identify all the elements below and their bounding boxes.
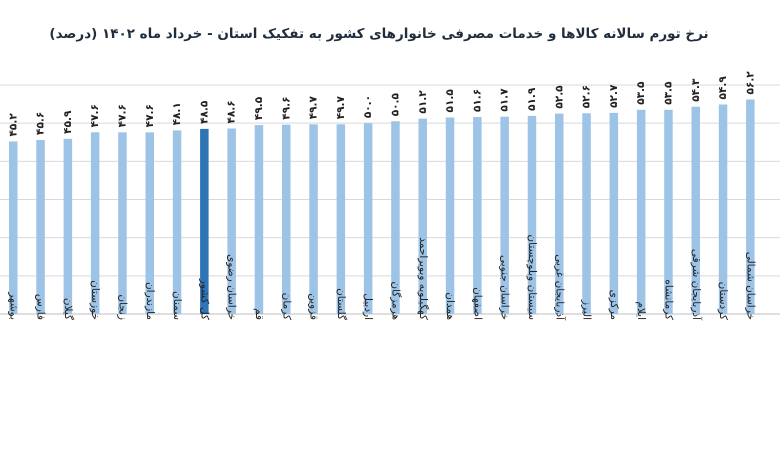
- bar: [227, 128, 236, 314]
- category-label: کهگیلویه وبویراحمد: [417, 237, 430, 320]
- bar: [172, 130, 182, 314]
- bar: [63, 138, 73, 314]
- data-label: ۵۰.۵: [389, 92, 401, 116]
- bar: [90, 132, 100, 314]
- bar: [118, 132, 127, 314]
- bar: [582, 113, 591, 314]
- bar: [746, 99, 755, 315]
- data-label: ۵۱.۷: [499, 88, 511, 112]
- data-label: ۵۴.۹: [717, 76, 729, 100]
- bar: [391, 121, 400, 314]
- data-label: ۵۱.۹: [526, 87, 538, 111]
- category-label: ایلام: [635, 301, 647, 320]
- data-label: ۴۷.۶: [89, 104, 101, 127]
- category-label: خوزستان: [89, 280, 101, 320]
- bar: [664, 109, 673, 314]
- category-label: خراسان شمالی: [744, 252, 756, 320]
- category-label: قزوین: [308, 293, 320, 320]
- category-label: همدان: [444, 292, 456, 320]
- category-label: فارس: [35, 294, 47, 320]
- data-label: ۴۹.۵: [253, 96, 265, 120]
- category-label: کردستان: [717, 282, 729, 320]
- category-label: کرمان: [280, 293, 292, 320]
- category-label: قم: [253, 308, 265, 320]
- bar: [254, 125, 264, 314]
- data-label: ۴۷.۶: [116, 104, 128, 127]
- data-label: ۴۵.۶: [35, 112, 47, 135]
- bar: [609, 112, 619, 314]
- category-label: اصفهان: [471, 287, 483, 320]
- data-label: ۴۹.۷: [335, 96, 347, 120]
- data-label: ۵۰.۰: [362, 95, 374, 118]
- category-label: اردبیل: [362, 293, 374, 320]
- category-label: مرکزی: [608, 290, 620, 320]
- bar: [718, 104, 728, 314]
- category-label: آذربایجان شرقی: [690, 249, 703, 321]
- category-label: خراسان جنوبی: [499, 255, 511, 320]
- bar: [636, 109, 646, 314]
- category-label: سیستان وبلوچستان: [526, 234, 538, 320]
- data-label: ۴۸.۱: [171, 102, 183, 125]
- data-label: ۵۱.۶: [471, 89, 483, 112]
- data-label: ۴۷.۶: [144, 104, 156, 127]
- data-label: ۵۴.۳: [690, 78, 702, 102]
- data-label: ۵۱.۲: [417, 90, 429, 114]
- category-label: بوشهر: [7, 291, 19, 320]
- bar: [500, 116, 509, 314]
- category-label: کرمانشاه: [662, 279, 674, 320]
- category-label: گیلان: [62, 298, 75, 320]
- category-label: هرمزگان: [389, 281, 402, 320]
- data-label: ۵۶.۲: [744, 71, 756, 95]
- category-label: البرز: [581, 299, 593, 320]
- category-label: مازندران: [144, 282, 156, 320]
- bar: [200, 128, 209, 314]
- category-label: آذربایجان غربی: [553, 254, 566, 321]
- bar: [555, 113, 564, 314]
- data-label: ۴۵.۲: [7, 113, 19, 137]
- category-label: زنجان: [116, 294, 128, 320]
- category-label: خراسان رضوی: [226, 254, 238, 320]
- bar: [473, 117, 482, 314]
- data-label: ۴۸.۵: [198, 100, 210, 124]
- category-label: سمنان: [171, 291, 183, 320]
- data-label: ۵۲.۵: [553, 85, 565, 109]
- bar: [336, 124, 346, 314]
- bar: [445, 117, 455, 314]
- bar: [527, 115, 537, 314]
- bar: [418, 118, 427, 314]
- bar: [309, 124, 318, 314]
- category-label: گلستان: [335, 288, 348, 320]
- data-label: ۴۸.۶: [226, 100, 238, 123]
- data-label: ۵۲.۷: [608, 84, 620, 108]
- chart-title: نرخ تورم سالانه کالاها و خدمات مصرفی خان…: [49, 26, 709, 42]
- data-label: ۴۹.۶: [280, 96, 292, 119]
- bar: [36, 139, 45, 314]
- data-label: ۵۱.۵: [444, 89, 456, 113]
- bar: [9, 141, 18, 314]
- bar: [363, 123, 373, 315]
- category-label: کل کشور: [198, 278, 210, 320]
- bar: [145, 132, 154, 314]
- data-label: ۵۳.۵: [662, 81, 674, 105]
- data-label: ۵۲.۶: [581, 85, 593, 108]
- data-label: ۴۹.۷: [308, 96, 320, 120]
- bar: [282, 124, 291, 315]
- data-label: ۵۳.۵: [635, 81, 647, 105]
- data-label: ۴۵.۹: [62, 110, 74, 134]
- bar: [691, 106, 700, 314]
